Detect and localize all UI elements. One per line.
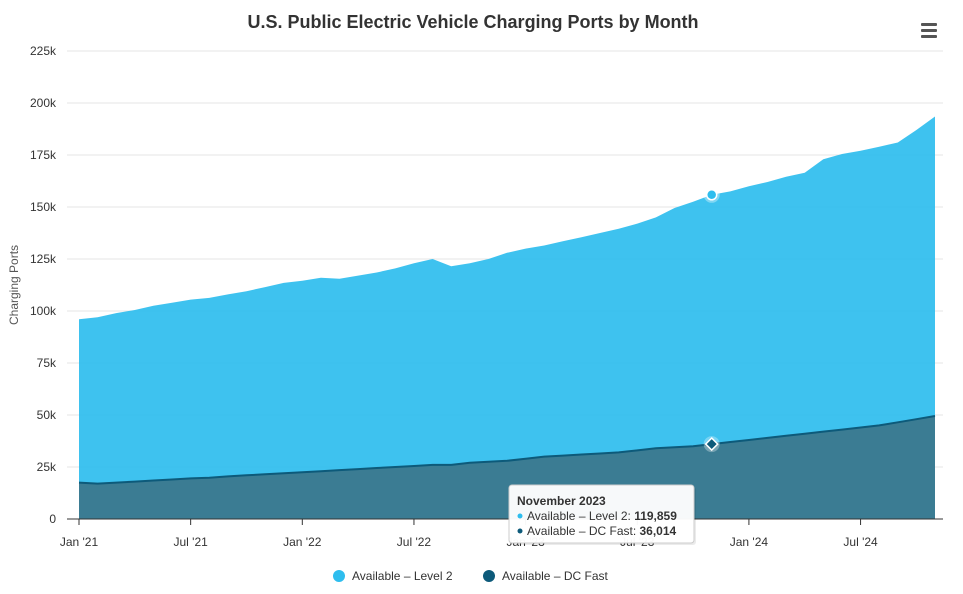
x-tick-label: Jan '21 bbox=[60, 535, 99, 549]
x-tick-label: Jul '21 bbox=[173, 535, 208, 549]
y-tick-label: 125k bbox=[30, 252, 57, 266]
series-area-dc-fast bbox=[79, 416, 935, 519]
x-tick-label: Jul '24 bbox=[843, 535, 878, 549]
tooltip-dot bbox=[517, 513, 523, 519]
legend-item-dc-fast: Available – DC Fast bbox=[502, 569, 608, 583]
x-tick-label: Jan '22 bbox=[283, 535, 322, 549]
y-axis-title: Charging Ports bbox=[7, 245, 21, 325]
tooltip-box bbox=[508, 484, 695, 544]
series-area-level-2 bbox=[79, 116, 935, 484]
y-tick-label: 25k bbox=[37, 460, 57, 474]
series-areas bbox=[78, 116, 936, 519]
legend-swatch bbox=[483, 570, 495, 582]
series-line-dc-fast bbox=[78, 415, 936, 485]
y-tick-label: 200k bbox=[30, 96, 57, 110]
y-tick-label: 175k bbox=[30, 148, 57, 162]
y-tick-label: 150k bbox=[30, 200, 57, 214]
legend-swatch bbox=[333, 570, 345, 582]
y-tick-label: 0 bbox=[49, 512, 56, 526]
hover-markers bbox=[703, 186, 720, 453]
legend: Available – Level 2 Available – DC Fast bbox=[333, 569, 608, 583]
y-tick-label: 50k bbox=[37, 408, 57, 422]
tooltip-row: Available – DC Fast: 36,014 bbox=[527, 524, 677, 538]
dc-fast-marker bbox=[704, 437, 719, 452]
x-tick-label: Jan '24 bbox=[730, 535, 769, 549]
legend-item-level-2: Available – Level 2 bbox=[352, 569, 453, 583]
level-2-marker bbox=[705, 189, 718, 201]
hamburger-menu-icon[interactable] bbox=[918, 20, 940, 40]
tooltip-dot bbox=[517, 528, 523, 534]
chart-title: U.S. Public Electric Vehicle Charging Po… bbox=[247, 12, 699, 32]
y-tick-label: 225k bbox=[30, 44, 57, 58]
tooltip-row: Available – Level 2: 119,859 bbox=[527, 509, 677, 523]
y-tick-label: 75k bbox=[37, 356, 57, 370]
x-tick-label: Jul '22 bbox=[397, 535, 432, 549]
tooltip-header: November 2023 bbox=[517, 494, 606, 508]
y-tick-label: 100k bbox=[30, 304, 57, 318]
